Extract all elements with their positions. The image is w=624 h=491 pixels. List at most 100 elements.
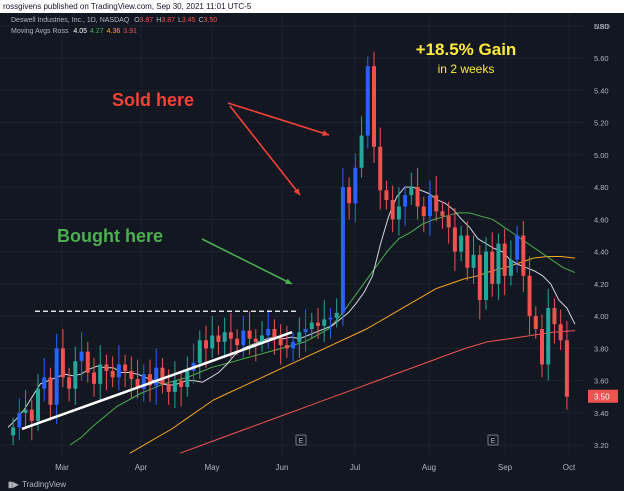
tradingview-logo-icon: ▮▶ [8, 480, 19, 489]
legend-symbol-row: Deswell Industries, Inc., 1D, NASDAQ O3.… [11, 17, 217, 24]
footer-brand: TradingView [22, 480, 67, 489]
ma-green-line [69, 212, 576, 446]
ma-orange-line [129, 256, 576, 454]
candle-body [48, 377, 53, 405]
time-label-apr: Apr [135, 463, 148, 472]
price-tick-label: 3.60 [594, 377, 609, 386]
legend-ma-value-4: 3.91 [123, 28, 137, 35]
legend-ma-label: Moving Avgs Ross [11, 28, 69, 35]
price-tick-label: 3.80 [594, 344, 609, 353]
legend-ma-value-1: 4.05 [73, 28, 88, 35]
candle-body [533, 316, 538, 330]
price-tick-label: 5.60 [594, 54, 609, 63]
candle-body [197, 340, 202, 363]
candle-body [558, 324, 563, 341]
candle-body [384, 190, 389, 201]
candle-body [266, 329, 271, 336]
price-tick-label: 4.60 [594, 215, 609, 224]
candle-body [222, 332, 227, 342]
candle-body [546, 308, 551, 365]
candle-body [459, 235, 464, 252]
candle-body [17, 412, 22, 428]
candle-body [564, 340, 569, 397]
legend-ma-row: Moving Avgs Ross 4.05 4.27 4.36 3.91 [11, 28, 137, 35]
candle-body [11, 427, 16, 436]
price-tick-label: 5.80 [594, 22, 609, 31]
price-tick-label: 4.00 [594, 312, 609, 321]
price-axis-unit: USD [594, 22, 610, 31]
candle-body [36, 388, 40, 421]
candle-body [104, 364, 109, 371]
candle-body [372, 66, 376, 147]
candle-body [23, 409, 28, 413]
candle-body [421, 206, 426, 217]
candle-body [204, 340, 208, 349]
footer: ▮▶ TradingView [0, 479, 624, 491]
candle-body [185, 370, 190, 388]
candle-body [440, 211, 445, 217]
earnings-marker: E [491, 438, 496, 445]
candle-body [172, 380, 177, 392]
time-label-jul: Jul [350, 463, 360, 472]
legend-ohlc: O3.87 H3.87 L3.45 C3.50 [131, 17, 217, 24]
candle-body [60, 348, 65, 378]
candle-body [334, 312, 339, 318]
chart-area[interactable]: Mar Apr May Jun Jul Aug Sep Oct 5.80 5.60 5.40 5.20… [0, 13, 624, 491]
candle-body [508, 259, 513, 276]
candle-body [527, 275, 532, 317]
candle-body [110, 370, 115, 378]
trend-line [21, 331, 293, 431]
candle-body [365, 66, 370, 136]
candle-body [359, 135, 364, 168]
ma-white-line [7, 186, 576, 428]
sold-label: Sold here [112, 90, 194, 110]
legend-ma-value-3: 4.36 [106, 28, 121, 35]
candle-body [309, 322, 314, 330]
candle-body [378, 146, 383, 191]
candle-body [415, 187, 420, 207]
legend-ohlc-l: L3.45 [177, 17, 196, 24]
candle-body [79, 351, 84, 362]
candle-body [148, 374, 152, 386]
candle-body [247, 330, 252, 339]
candle-body [179, 380, 184, 388]
candle-body [253, 338, 258, 342]
candle-body [67, 377, 72, 389]
time-label-sep: Sep [498, 463, 513, 472]
legend-ohlc-c: C3.50 [198, 17, 218, 24]
candle-body [210, 335, 215, 349]
candle-body [328, 317, 333, 320]
candle-body [216, 335, 221, 342]
candle-body [452, 227, 457, 252]
candle-body [98, 364, 103, 384]
sold-arrow-2-head [293, 188, 300, 195]
candle-body [540, 329, 544, 365]
sold-arrow-2 [229, 105, 301, 196]
candle-body [340, 187, 345, 313]
bought-label: Bought here [57, 226, 163, 246]
candle-body [42, 377, 47, 389]
candle-body [278, 338, 283, 346]
legend-ohlc-h: H3.87 [156, 17, 175, 24]
candle-body [116, 364, 121, 378]
candle-body [92, 372, 96, 384]
candle-body [303, 329, 308, 333]
candle-body [228, 332, 233, 339]
candle-body [515, 235, 520, 260]
candle-body [552, 308, 557, 325]
last-price-label: 3.50 [594, 393, 610, 402]
price-tick-label: 4.80 [594, 183, 609, 192]
candle-body [272, 329, 277, 339]
price-chart[interactable]: Mar Apr May Jun Jul Aug Sep Oct 5.80 5.60 5.40 5.20… [0, 13, 624, 491]
candle-body [141, 374, 146, 389]
candle-body [496, 243, 501, 284]
candle-body [54, 348, 59, 405]
ma-red-line [179, 330, 576, 454]
candle-body [135, 378, 140, 389]
candle-body [154, 367, 159, 386]
candle-body [446, 216, 451, 228]
gain-subtitle: in 2 weeks [438, 62, 495, 76]
legend-ma-value-2: 4.27 [90, 28, 104, 35]
candle-body [502, 243, 507, 276]
time-label-jun: Jun [276, 463, 289, 472]
